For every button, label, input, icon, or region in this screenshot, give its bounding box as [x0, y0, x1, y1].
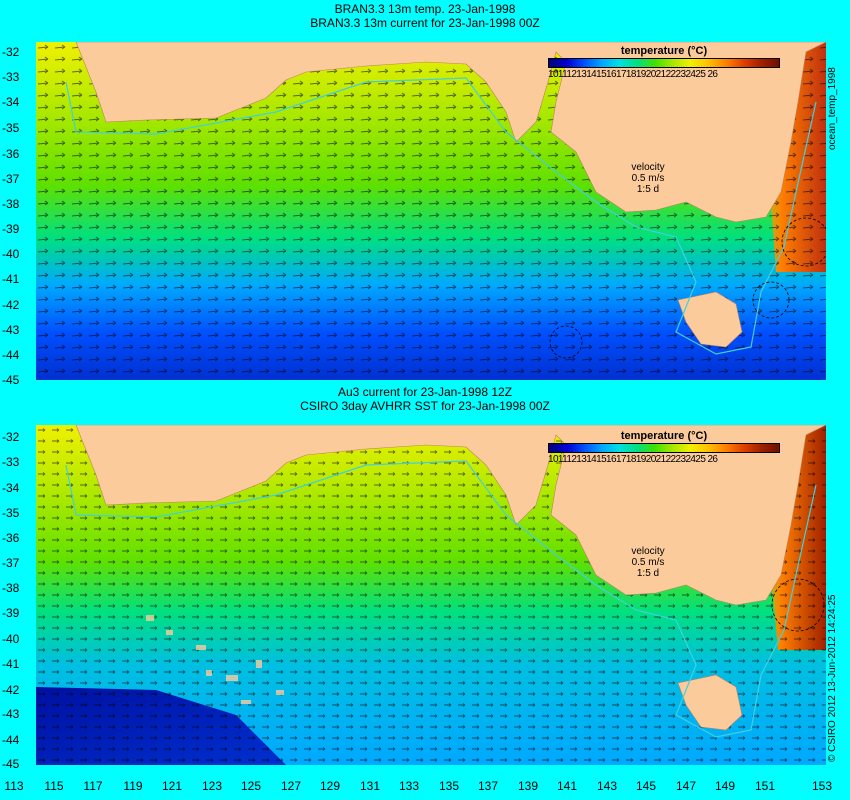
legend-tick-labels: 10111213141516171819202122232425 26: [548, 454, 718, 465]
y-tick: -34: [2, 481, 20, 495]
y-tick: -41: [2, 272, 20, 286]
eddy-1: [771, 578, 825, 632]
legend-colorbar: [548, 443, 780, 453]
eddy-1: [781, 217, 826, 267]
x-tick: 153: [811, 779, 833, 793]
top-title-line1: BRAN3.3 13m temp. 23-Jan-1998: [334, 2, 516, 16]
bottom-title-line2: CSIRO 3day AVHRR SST for 23-Jan-1998 00Z: [300, 399, 550, 413]
y-tick: -35: [2, 506, 20, 520]
y-tick: -36: [2, 147, 20, 161]
top-map-svg: [36, 42, 826, 380]
tasmania: [677, 674, 743, 731]
y-tick: -37: [2, 172, 20, 186]
y-tick: -44: [2, 733, 20, 747]
x-tick: 123: [201, 779, 223, 793]
x-tick: 121: [161, 779, 183, 793]
legend-title: temperature (°C): [620, 430, 708, 442]
y-tick: -45: [2, 757, 20, 771]
australia-landmass: [75, 42, 826, 223]
x-tick: 129: [319, 779, 341, 793]
top-title-line2: BRAN3.3 13m current for 23-Jan-1998 00Z: [310, 16, 540, 30]
y-tick: -34: [2, 95, 20, 109]
copyright-label: © CSIRO 2012 13-Jun-2012 14:24:25: [827, 594, 838, 762]
velocity-scale: 0.5 m/s: [631, 173, 665, 184]
x-tick: 131: [359, 779, 381, 793]
velocity-title: velocity: [631, 546, 665, 557]
top-side-label: ocean_temp_1998: [827, 67, 838, 150]
velocity-title: velocity: [631, 162, 665, 173]
x-tick: 127: [280, 779, 302, 793]
y-tick: -44: [2, 348, 20, 362]
tasmania: [677, 291, 743, 348]
legend-colorbar: [548, 58, 780, 68]
top-temperature-legend: temperature (°C) 10111213141516171819202…: [548, 44, 780, 82]
top-velocity-key: velocity 0.5 m/s 1:5 d: [620, 162, 676, 195]
y-tick: -37: [2, 556, 20, 570]
y-tick: -38: [2, 197, 20, 211]
x-tick: 117: [83, 779, 103, 793]
x-tick: 113: [4, 779, 24, 793]
y-tick: -42: [2, 683, 20, 697]
y-tick: -38: [2, 581, 20, 595]
eddy-3: [549, 325, 583, 359]
eddy-2: [752, 281, 790, 319]
x-tick: 151: [754, 779, 776, 793]
velocity-note: 1:5 d: [636, 184, 660, 195]
legend-tick-labels: 10111213141516171819202122232425 26: [548, 69, 718, 80]
bottom-temperature-legend: temperature (°C) 10111213141516171819202…: [548, 429, 780, 467]
velocity-scale: 0.5 m/s: [631, 557, 665, 568]
y-tick: -40: [2, 247, 20, 261]
y-tick: -39: [2, 222, 20, 236]
y-tick: -35: [2, 121, 20, 135]
y-tick: -33: [2, 455, 20, 469]
x-tick: 141: [556, 779, 578, 793]
top-map-panel: [36, 42, 826, 380]
shelf-contour: [65, 460, 817, 738]
bottom-title-line1: Au3 current for 23-Jan-1998 12Z: [337, 385, 513, 399]
bottom-velocity-key: velocity 0.5 m/s 1:5 d: [620, 546, 676, 579]
x-tick: 133: [398, 779, 420, 793]
x-tick: 119: [123, 779, 143, 793]
y-tick: -32: [2, 45, 20, 59]
bottom-map-panel: [36, 425, 826, 765]
x-tick: 115: [44, 779, 64, 793]
legend-title: temperature (°C): [620, 45, 708, 57]
y-tick: -43: [2, 707, 20, 721]
y-tick: -39: [2, 606, 20, 620]
x-tick: 145: [635, 779, 657, 793]
y-tick: -41: [2, 657, 20, 671]
y-tick: -33: [2, 70, 20, 84]
x-tick: 143: [596, 779, 618, 793]
bottom-map-svg: [36, 425, 826, 765]
x-tick: 139: [517, 779, 539, 793]
y-tick: -45: [2, 373, 20, 387]
x-tick: 125: [240, 779, 262, 793]
y-tick: -43: [2, 323, 20, 337]
x-tick: 135: [438, 779, 460, 793]
y-tick: -36: [2, 531, 20, 545]
cloud-gaps: [146, 615, 284, 704]
x-tick: 147: [675, 779, 697, 793]
y-tick: -42: [2, 298, 20, 312]
x-tick: 137: [477, 779, 499, 793]
x-tick: 149: [714, 779, 736, 793]
shelf-contour: [65, 77, 817, 355]
velocity-note: 1:5 d: [636, 568, 660, 579]
australia-landmass: [75, 425, 826, 606]
y-tick: -32: [2, 430, 20, 444]
y-tick: -40: [2, 632, 20, 646]
